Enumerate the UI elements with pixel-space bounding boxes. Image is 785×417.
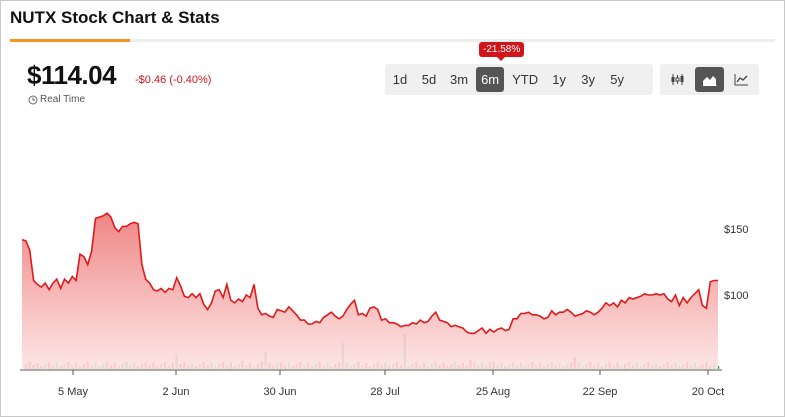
- line-chart-button[interactable]: [727, 67, 756, 92]
- candlestick-chart-button[interactable]: [663, 67, 692, 92]
- range-5y-button[interactable]: 5y: [610, 72, 624, 87]
- x-tick-label: 5 May: [58, 386, 88, 398]
- x-tick-label: 20 Oct: [692, 386, 724, 398]
- clock-icon: [28, 95, 38, 104]
- title-underline-accent: [10, 39, 130, 42]
- line-chart-icon: [734, 74, 748, 86]
- range-ytd-button[interactable]: YTD: [512, 72, 539, 87]
- realtime-label: Real Time: [40, 94, 86, 105]
- range-selector: 1d 5d 3m 6m YTD 1y 3y 5y: [385, 64, 653, 95]
- y-tick-label: $150: [724, 224, 748, 236]
- x-tick-label: 28 Jul: [370, 386, 399, 398]
- x-tick-label: 25 Aug: [476, 386, 510, 398]
- candlestick-icon: [671, 74, 684, 85]
- chart-type-selector: [660, 64, 759, 95]
- y-tick-label: $100: [724, 290, 748, 302]
- range-1d-button[interactable]: 1d: [392, 72, 408, 87]
- period-change-badge: -21.58%: [479, 42, 525, 61]
- range-5d-button[interactable]: 5d: [421, 72, 437, 87]
- range-6m-button[interactable]: 6m: [476, 67, 505, 92]
- area-chart-icon: [703, 76, 717, 86]
- price-line: [21, 212, 718, 335]
- price-area: [22, 213, 718, 369]
- current-price: $114.04: [27, 60, 117, 90]
- x-tick-label: 2 Jun: [163, 386, 190, 398]
- range-3y-button[interactable]: 3y: [581, 72, 595, 87]
- x-tick-label: 30 Jun: [263, 386, 296, 398]
- area-chart-button[interactable]: [695, 67, 724, 92]
- range-1y-button[interactable]: 1y: [552, 72, 566, 87]
- title-underline: [10, 39, 775, 42]
- x-tick-label: 22 Sep: [583, 386, 618, 398]
- range-3m-button[interactable]: 3m: [450, 72, 469, 87]
- x-ticks: [72, 370, 709, 375]
- realtime-indicator: Real Time: [28, 94, 85, 105]
- widget-title: NUTX Stock Chart & Stats: [10, 8, 220, 27]
- price-change: -$0.46 (-0.40%): [135, 74, 212, 86]
